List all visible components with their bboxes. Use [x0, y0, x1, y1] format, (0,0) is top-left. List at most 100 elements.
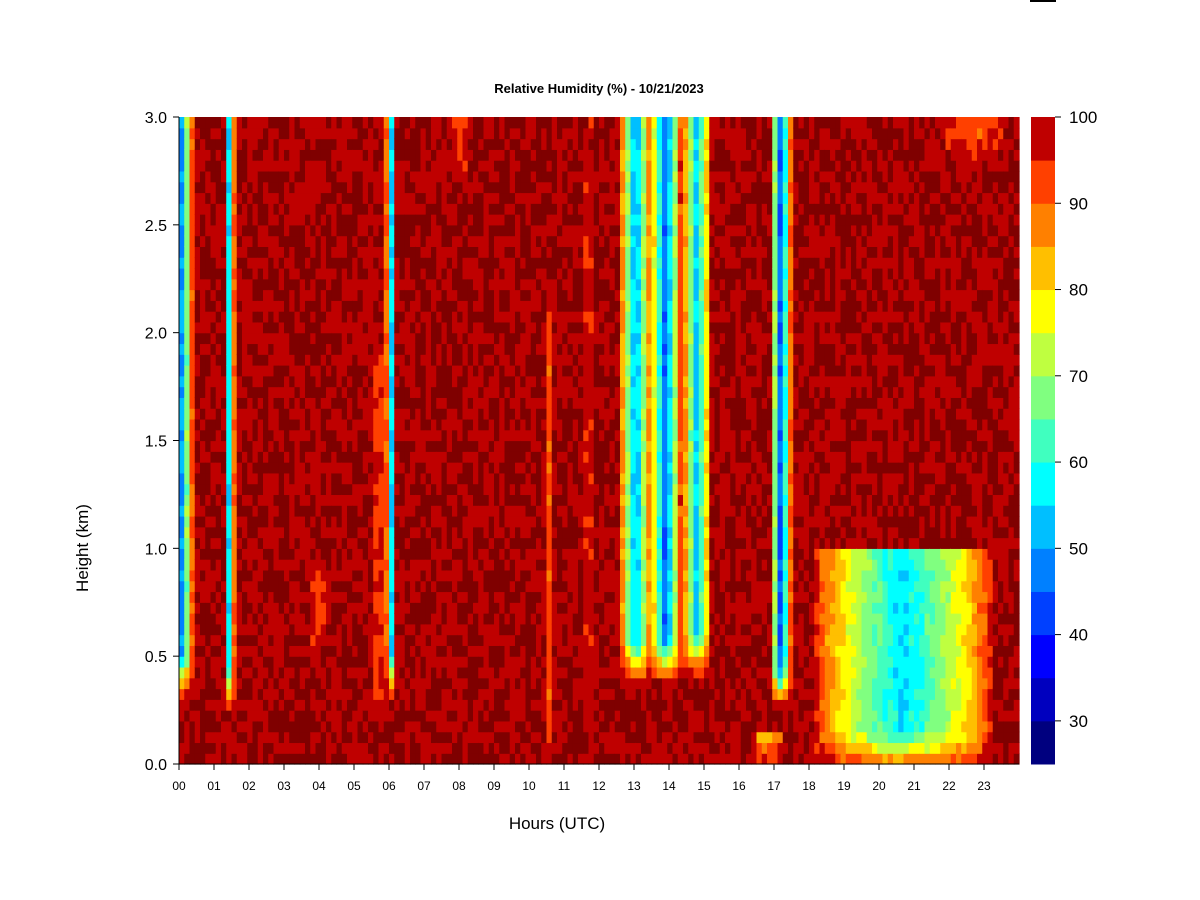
- heatmap-cell: [473, 181, 479, 194]
- heatmap-cell: [200, 138, 206, 150]
- heatmap-cell: [494, 149, 500, 161]
- heatmap-cell: [536, 440, 542, 452]
- heatmap-cell: [352, 515, 359, 528]
- heatmap-cell: [299, 332, 306, 345]
- heatmap-cell: [268, 483, 275, 496]
- heatmap-cell: [452, 300, 458, 312]
- heatmap-cell: [378, 418, 385, 431]
- heatmap-cell: [415, 656, 422, 668]
- heatmap-cell: [520, 343, 527, 355]
- heatmap-cell: [362, 365, 369, 377]
- heatmap-cell: [247, 559, 254, 571]
- heatmap-cell: [509, 688, 516, 700]
- heatmap-cell: [273, 699, 280, 711]
- heatmap-cell: [326, 214, 332, 226]
- heatmap-cell: [567, 289, 574, 301]
- heatmap-cell: [483, 235, 490, 247]
- heatmap-cell: [588, 267, 595, 280]
- heatmap-cell: [310, 731, 317, 744]
- heatmap-cell: [562, 311, 569, 323]
- heatmap-cell: [541, 505, 548, 517]
- heatmap-cell: [499, 515, 506, 528]
- heatmap-cell: [299, 170, 306, 183]
- heatmap-cell: [320, 311, 327, 323]
- heatmap-cell: [530, 214, 537, 226]
- heatmap-cell: [546, 472, 553, 485]
- heatmap-cell: [236, 246, 243, 258]
- heatmap-cell: [200, 731, 206, 744]
- heatmap-cell: [604, 257, 611, 269]
- heatmap-cell: [194, 375, 201, 388]
- heatmap-cell: [373, 666, 380, 679]
- heatmap-cell: [525, 127, 532, 140]
- heatmap-cell: [263, 548, 269, 560]
- heatmap-cell: [457, 235, 464, 247]
- heatmap-cell: [205, 181, 212, 194]
- heatmap-cell: [467, 246, 474, 258]
- heatmap-cell: [336, 677, 343, 690]
- heatmap-cell: [530, 149, 537, 161]
- heatmap-cell: [415, 710, 422, 722]
- heatmap-cell: [268, 418, 275, 431]
- heatmap-cell: [588, 483, 595, 496]
- heatmap-cell: [478, 699, 485, 711]
- heatmap-cell: [378, 408, 385, 420]
- heatmap-cell: [179, 375, 185, 388]
- heatmap-cell: [383, 742, 390, 754]
- heatmap-cell: [593, 321, 600, 334]
- heatmap-cell: [294, 343, 301, 355]
- heatmap-cell: [257, 569, 264, 582]
- heatmap-cell: [310, 354, 317, 366]
- heatmap-cell: [357, 645, 364, 657]
- heatmap-cell: [588, 332, 595, 345]
- heatmap-cell: [236, 731, 243, 744]
- heatmap-cell: [562, 591, 569, 603]
- heatmap-cell: [179, 613, 185, 625]
- heatmap-cell: [189, 181, 196, 194]
- heatmap-cell: [593, 224, 600, 237]
- heatmap-cell: [604, 688, 611, 700]
- heatmap-cell: [588, 569, 595, 582]
- heatmap-cell: [263, 429, 269, 442]
- heatmap-cell: [441, 710, 448, 722]
- heatmap-cell: [515, 753, 521, 765]
- heatmap-cell: [525, 375, 532, 388]
- heatmap-cell: [273, 688, 280, 700]
- heatmap-cell: [336, 365, 343, 377]
- heatmap-cell: [604, 160, 611, 172]
- heatmap-cell: [551, 731, 558, 744]
- heatmap-cell: [399, 332, 406, 345]
- heatmap-cell: [557, 235, 563, 247]
- heatmap-cell: [315, 720, 322, 733]
- heatmap-cell: [473, 666, 479, 679]
- heatmap-cell: [299, 440, 306, 452]
- heatmap-cell: [499, 246, 506, 258]
- heatmap-cell: [431, 688, 437, 700]
- heatmap-cell: [473, 246, 479, 258]
- heatmap-cell: [200, 365, 206, 377]
- heatmap-cell: [389, 505, 395, 517]
- heatmap-cell: [252, 548, 259, 560]
- heatmap-cell: [536, 699, 542, 711]
- heatmap-cell: [341, 591, 348, 603]
- heatmap-cell: [431, 235, 437, 247]
- heatmap-cell: [179, 332, 185, 345]
- heatmap-cell: [347, 311, 353, 323]
- heatmap-cell: [567, 181, 574, 194]
- heatmap-cell: [184, 267, 191, 280]
- heatmap-cell: [278, 408, 285, 420]
- heatmap-cell: [572, 645, 579, 657]
- heatmap-cell: [373, 257, 380, 269]
- heatmap-cell: [583, 494, 590, 506]
- heatmap-cell: [331, 214, 338, 226]
- heatmap-cell: [347, 170, 353, 183]
- heatmap-cell: [357, 267, 364, 280]
- heatmap-cell: [420, 731, 427, 744]
- heatmap-cell: [567, 494, 574, 506]
- heatmap-cell: [431, 440, 437, 452]
- heatmap-cell: [284, 192, 290, 204]
- heatmap-cell: [226, 160, 233, 172]
- heatmap-cell: [362, 591, 369, 603]
- heatmap-cell: [509, 591, 516, 603]
- heatmap-cell: [273, 311, 280, 323]
